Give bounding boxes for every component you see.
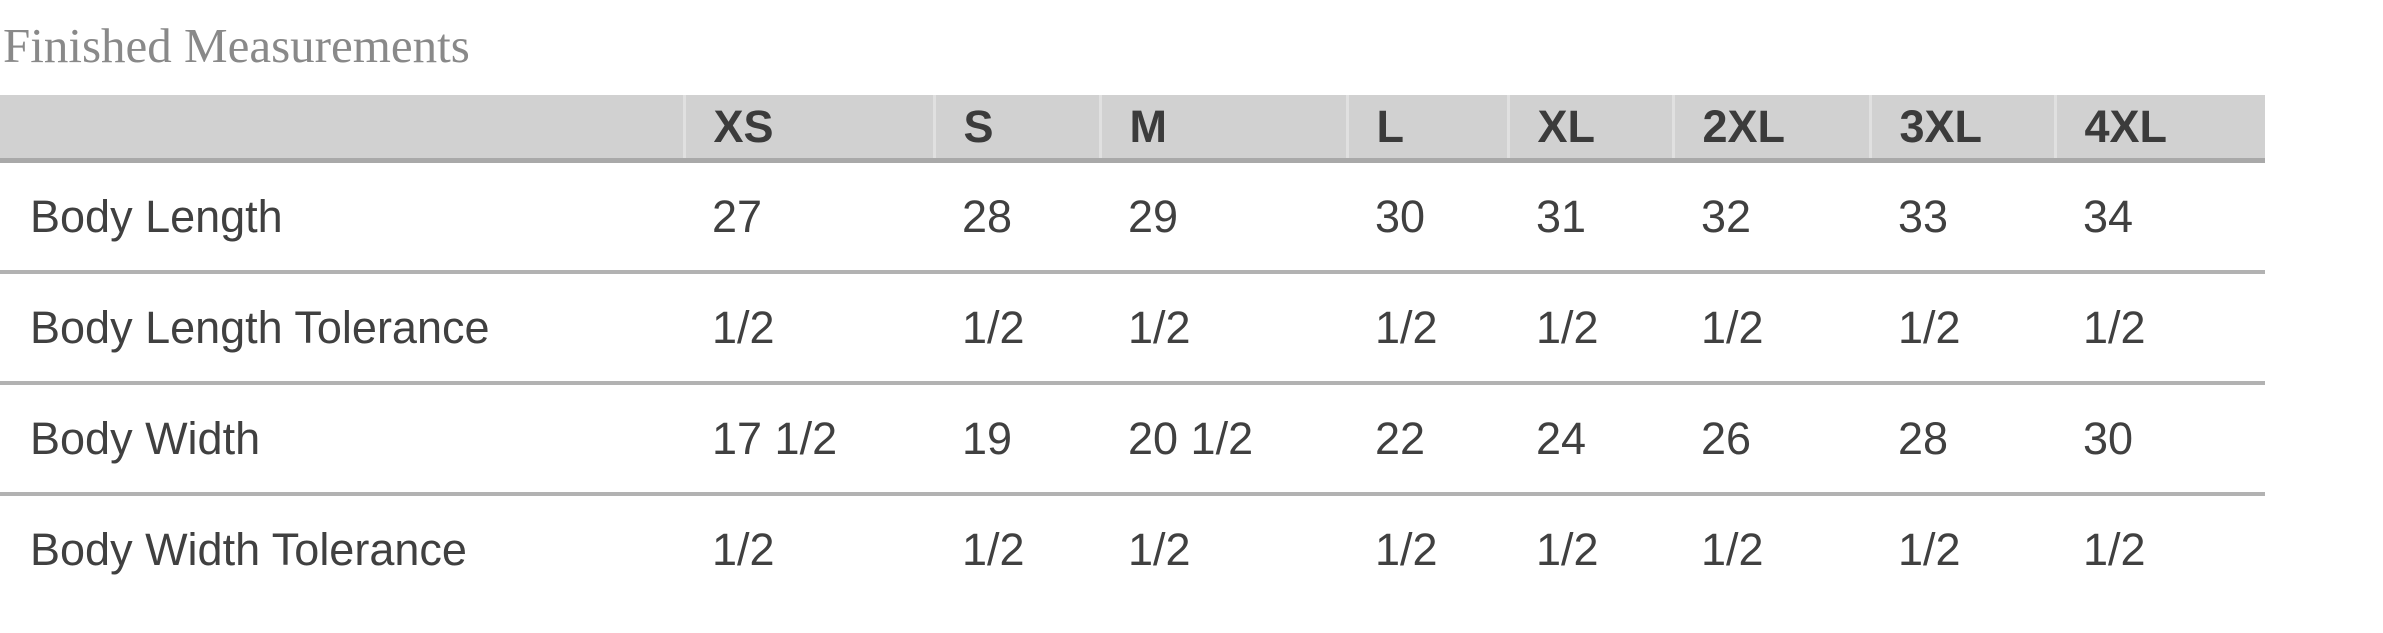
cell-value: 1/2 [1701, 523, 1764, 575]
cell-value: 34 [2083, 190, 2134, 242]
cell-value: 28 [962, 190, 1013, 242]
size-header-2xl: 2XL [1671, 95, 1870, 164]
cell-value: 26 [1701, 412, 1752, 464]
cell-value: 29 [1128, 190, 1179, 242]
size-header-xs: XS [682, 95, 934, 164]
cell-value: 28 [1898, 412, 1949, 464]
cell-value: 1/2 [1898, 301, 1961, 353]
size-header-3xl: 3XL [1868, 95, 2055, 164]
table-row-body-width: Body Width 17 1/2 19 20 1/2 22 24 26 28 … [0, 383, 2265, 495]
cell-value: 1/2 [962, 301, 1025, 353]
cell-value: 17 1/2 [712, 412, 838, 464]
cell-value: 1/2 [2083, 523, 2146, 575]
cell-value: 1/2 [1536, 523, 1599, 575]
size-header-4xl: 4XL [2053, 95, 2265, 164]
cell-value: 1/2 [1536, 301, 1599, 353]
size-header-s: S [932, 95, 1100, 164]
row-label: Body Width [30, 412, 261, 464]
cell-value: 1/2 [1898, 523, 1961, 575]
cell-value: 19 [962, 412, 1013, 464]
size-header-l: L [1345, 95, 1508, 164]
cell-value: 30 [1375, 190, 1426, 242]
size-header-m: M [1098, 95, 1347, 164]
cell-value: 33 [1898, 190, 1949, 242]
corner-header [0, 95, 684, 164]
cell-value: 31 [1536, 190, 1587, 242]
row-label: Body Length Tolerance [30, 301, 490, 353]
cell-value: 1/2 [1375, 301, 1438, 353]
cell-value: 24 [1536, 412, 1587, 464]
cell-value: 32 [1701, 190, 1752, 242]
cell-value: 1/2 [1128, 301, 1191, 353]
finished-measurements-table: XS S M L XL 2XL 3XL 4XL Body Length 27 2… [0, 95, 2265, 603]
cell-value: 30 [2083, 412, 2134, 464]
table-row-body-width-tolerance: Body Width Tolerance 1/2 1/2 1/2 1/2 1/2… [0, 494, 2265, 603]
cell-value: 20 1/2 [1128, 412, 1254, 464]
size-header-row: XS S M L XL 2XL 3XL 4XL [0, 95, 2265, 164]
cell-value: 1/2 [962, 523, 1025, 575]
page-title: Finished Measurements [3, 18, 470, 73]
row-label: Body Width Tolerance [30, 523, 467, 575]
cell-value: 1/2 [2083, 301, 2146, 353]
cell-value: 1/2 [1701, 301, 1764, 353]
cell-value: 1/2 [712, 523, 775, 575]
cell-value: 27 [712, 190, 763, 242]
cell-value: 1/2 [1375, 523, 1438, 575]
table-row-body-length-tolerance: Body Length Tolerance 1/2 1/2 1/2 1/2 1/… [0, 272, 2265, 384]
row-label: Body Length [30, 190, 283, 242]
size-header-xl: XL [1506, 95, 1673, 164]
table-row-body-length: Body Length 27 28 29 30 31 32 33 34 [0, 161, 2265, 273]
cell-value: 1/2 [712, 301, 775, 353]
cell-value: 1/2 [1128, 523, 1191, 575]
cell-value: 22 [1375, 412, 1426, 464]
